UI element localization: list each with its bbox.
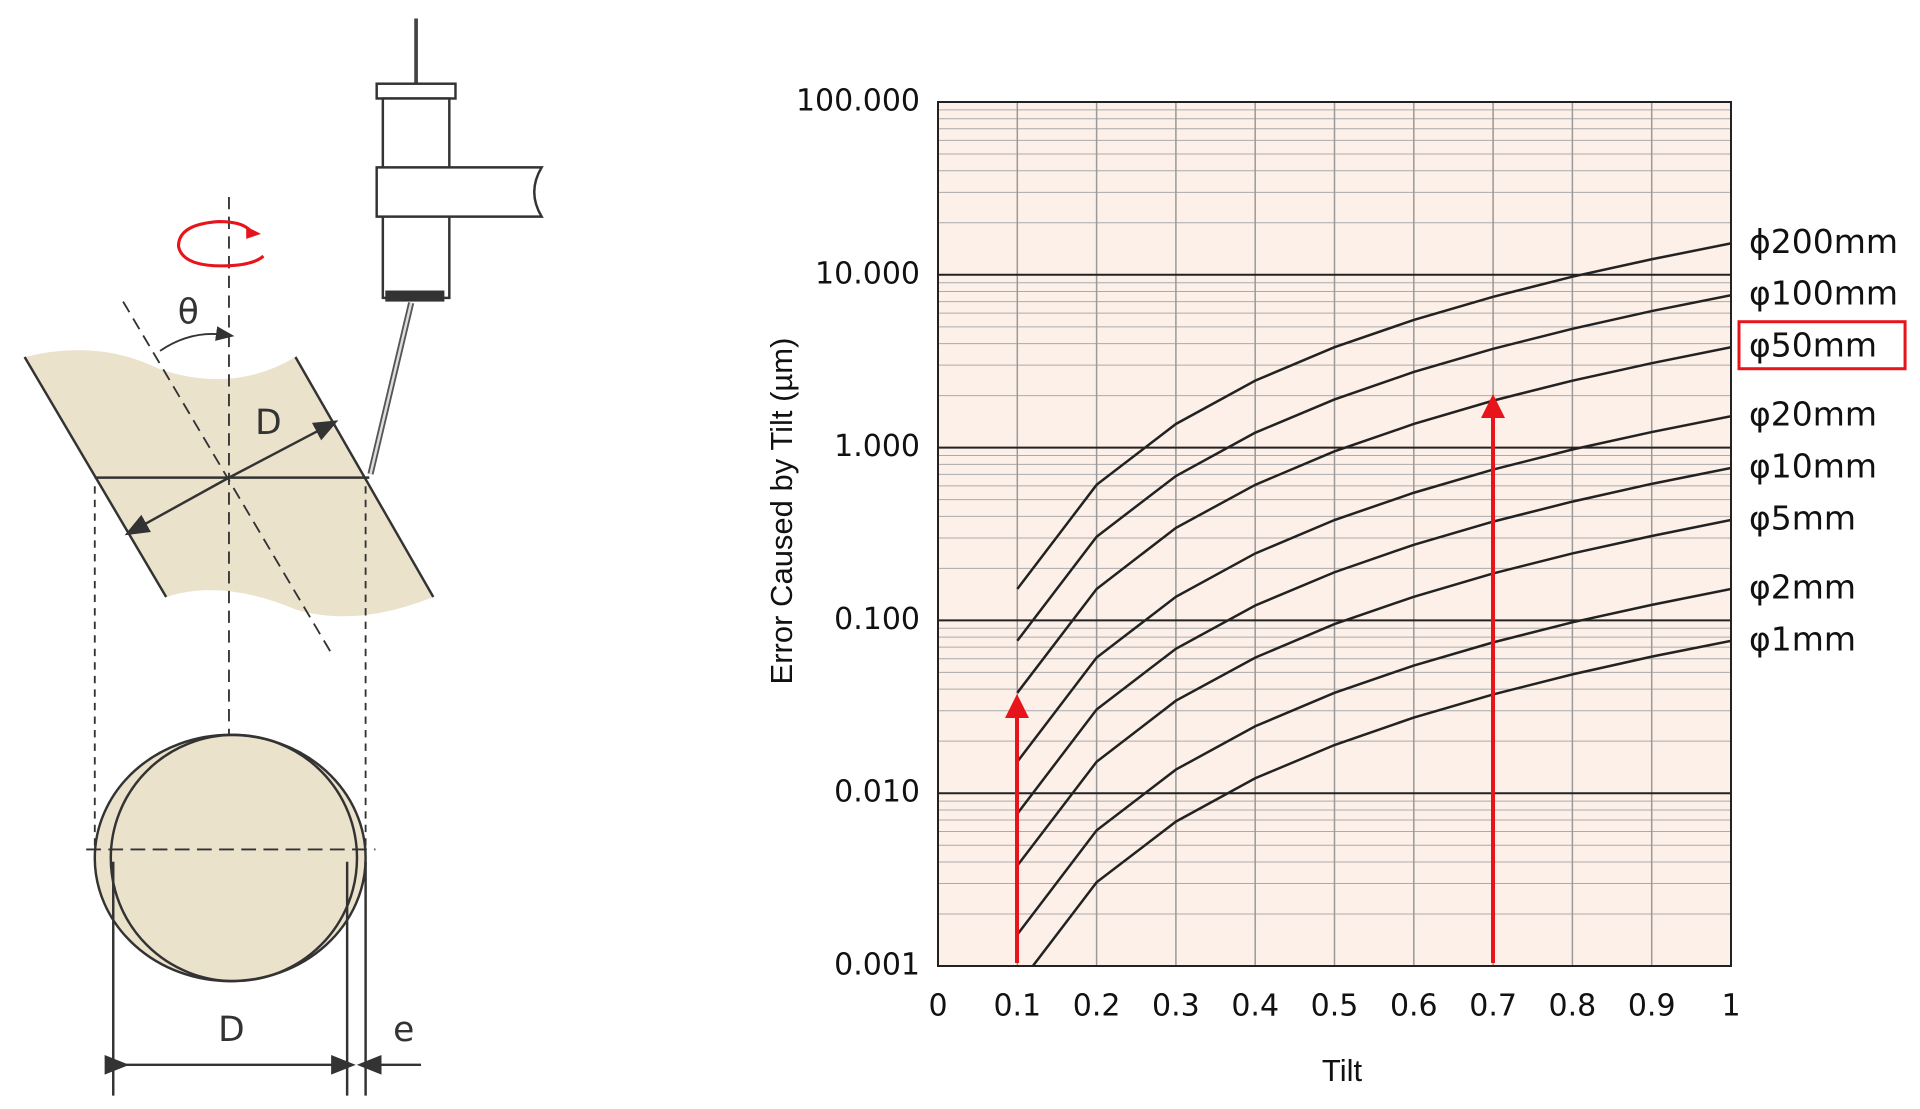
legend-label: φ100mm — [1749, 274, 1898, 313]
x-tick-label: 0.8 — [1549, 989, 1597, 1024]
x-tick-label: 0.1 — [993, 989, 1041, 1024]
series-line — [1016, 518, 1731, 867]
x-tick-label: 0.4 — [1231, 989, 1279, 1024]
legend-label: φ1mm — [1749, 619, 1856, 658]
series-line — [1016, 587, 1731, 936]
y-tick-label: 1.000 — [834, 429, 920, 464]
y-tick-label: 100.000 — [796, 84, 920, 119]
legend-label: φ50mm — [1749, 326, 1877, 365]
legend-label: φ20mm — [1749, 395, 1877, 434]
y-tick-label: 0.010 — [834, 775, 920, 810]
theta-label: θ — [178, 292, 199, 332]
y-tick-label: 0.100 — [834, 602, 920, 637]
x-tick-label: 0 — [928, 989, 947, 1024]
highlight-box — [1737, 320, 1907, 371]
series-line — [1016, 466, 1731, 815]
series-line — [1016, 345, 1731, 694]
e-label: e — [393, 1010, 414, 1050]
x-tick-label: 0.3 — [1152, 989, 1200, 1024]
y-tick-label: 10.000 — [815, 256, 920, 291]
y-tick-label: 0.001 — [834, 948, 920, 983]
d-label: D — [255, 403, 282, 443]
x-tick-label: 0.9 — [1628, 989, 1676, 1024]
x-axis-label: Tilt — [1322, 1053, 1363, 1088]
x-tick-label: 0.5 — [1311, 989, 1359, 1024]
series-line — [1016, 414, 1731, 763]
legend-label: φ10mm — [1749, 446, 1877, 485]
plot-frame — [937, 101, 1732, 967]
series-line — [1031, 639, 1731, 966]
plot-lines — [1016, 242, 1731, 966]
legend-label: φ5mm — [1749, 499, 1856, 538]
legend-label: φ2mm — [1749, 567, 1856, 606]
x-tick-label: 1 — [1721, 989, 1740, 1024]
x-tick-label: 0.7 — [1469, 989, 1517, 1024]
series-line — [1016, 293, 1731, 642]
y-axis-label: Error Caused by Tilt (µm) — [764, 338, 799, 685]
diagram: θ D D e — [23, 18, 544, 1096]
series-line — [1016, 242, 1731, 590]
x-tick-label: 0.2 — [1073, 989, 1121, 1024]
x-tick-label: 0.6 — [1390, 989, 1438, 1024]
d-label: D — [218, 1010, 245, 1050]
legend-label: ϕ200mm — [1749, 222, 1898, 261]
